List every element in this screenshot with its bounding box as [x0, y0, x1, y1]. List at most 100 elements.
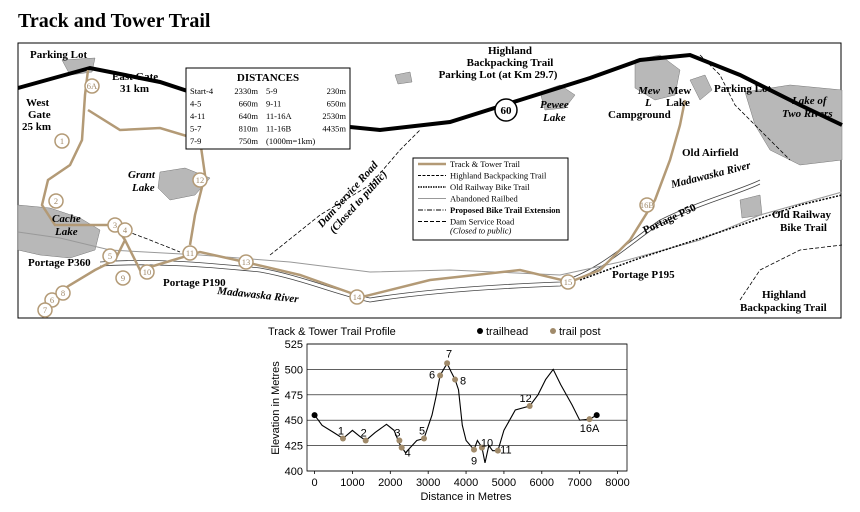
highway-number: 60 [501, 105, 513, 117]
map-label: Lake of [791, 95, 828, 107]
map-label: Mew [637, 85, 661, 97]
legend-label: Track & Tower Trail [450, 159, 521, 169]
x-tick-label: 6000 [530, 477, 554, 489]
trail-post-label: 11 [500, 445, 511, 457]
map-label: Campground [608, 109, 671, 121]
old-railway-bike-trail [579, 194, 843, 281]
trail-post-marker [362, 437, 369, 444]
distance-cell: (1000m=1km) [266, 136, 315, 146]
trail-post-label: 4 [123, 225, 128, 235]
trail-post-label: 14 [353, 292, 362, 302]
trail-post-marker [117, 222, 133, 238]
trail-post-label: 6 [429, 369, 435, 381]
map-label: Backpacking Trail [467, 57, 554, 69]
map-label: 25 km [22, 121, 51, 133]
map-label: Lake [131, 182, 155, 194]
trail-post-label: 16B [640, 200, 655, 210]
legend-label: Dam Service Road [450, 217, 515, 227]
trail-post-label: 11 [186, 248, 194, 258]
trail-post-label: 6A [87, 81, 98, 91]
trail-post-label: 1 [338, 425, 344, 437]
y-tick-label: 400 [285, 466, 303, 478]
trail-post-label: 12 [520, 393, 532, 405]
legend-label: Abandoned Railbed [450, 194, 518, 204]
trailhead-marker [311, 412, 318, 419]
distance-cell: 660m [239, 99, 259, 109]
distance-cell: 810m [239, 124, 259, 134]
trail-post-label: 6 [50, 295, 54, 305]
map-label: Parking Lot (at Km 29.7) [439, 69, 558, 81]
map-label: Gate [28, 109, 51, 121]
trail-post-marker [471, 446, 478, 453]
trail-post-marker [396, 437, 403, 444]
x-tick-label: 5000 [492, 477, 516, 489]
map-label: Portage P360 [28, 257, 91, 269]
map-label: L [644, 97, 652, 109]
map-label: Mew [668, 85, 691, 97]
distance-cell: 2330m [234, 86, 258, 96]
plot-area [306, 343, 628, 472]
map-label: West [26, 97, 50, 109]
x-tick-label: 3000 [416, 477, 440, 489]
distance-cell: 4-11 [190, 111, 205, 121]
map-label: Old Airfield [682, 147, 739, 159]
distance-cell: 5-7 [190, 124, 201, 134]
map-label: Lake [542, 112, 566, 124]
legend-marker [550, 328, 556, 334]
x-tick-label: 8000 [605, 477, 629, 489]
trail-post-label: 7 [43, 305, 47, 315]
rivers [99, 179, 761, 303]
map: 60 Parking Lot East Gate 31 km West Gate… [17, 42, 843, 319]
distance-cell: 230m [327, 86, 347, 96]
chart-title: Track & Tower Trail Profile [268, 326, 396, 338]
distance-cell: 7-9 [190, 136, 201, 146]
x-tick-label: 0 [312, 477, 318, 489]
distance-cell: 2530m [322, 111, 346, 121]
distance-cell: 650m [327, 99, 347, 109]
trail-post-label: 9 [121, 273, 125, 283]
trail-post-marker [526, 402, 533, 409]
distance-cell: Start-4 [190, 86, 214, 96]
map-label: Portage P190 [163, 277, 226, 289]
distance-cell: 5-9 [266, 86, 277, 96]
map-label: 31 km [120, 83, 149, 95]
trail-post-marker [192, 172, 208, 188]
map-label: Backpacking Trail [740, 302, 827, 314]
trail-post-marker [339, 435, 346, 442]
map-label: Lake [54, 226, 78, 238]
trail-post-marker [102, 248, 118, 264]
trail-post-label: 10 [143, 267, 152, 277]
trail-post-marker [349, 289, 365, 305]
legend-label: Old Railway Bike Trail [450, 182, 530, 192]
distances-title: DISTANCES [237, 72, 299, 84]
page-title: Track and Tower Trail [18, 10, 211, 32]
map-label: Highland [488, 45, 532, 57]
highway-shield [494, 98, 518, 122]
trail-post-marker [238, 254, 254, 270]
map-label: Two Rivers [782, 108, 833, 120]
trail-post-marker [54, 133, 70, 149]
map-label: Highland [762, 289, 806, 301]
trail-post-marker [37, 302, 53, 318]
trail-post-marker [452, 376, 459, 383]
trail-post-marker [560, 274, 576, 290]
trail-post-marker [48, 193, 64, 209]
map-label: East Gate [112, 71, 158, 83]
highway-60 [17, 52, 843, 133]
trail-post-marker [586, 416, 593, 423]
x-tick-label: 1000 [340, 477, 364, 489]
y-tick-label: 500 [285, 364, 303, 376]
legend-label: trailhead [486, 326, 528, 338]
trail-post-label: 4 [405, 448, 411, 460]
trail-post-label: 3 [394, 428, 400, 440]
trail-post-marker [182, 245, 198, 261]
trail-post-label: 8 [61, 288, 65, 298]
x-axis-label: Distance in Metres [420, 491, 512, 503]
legend-label: Proposed Bike Trail Extension [450, 205, 561, 215]
legend-label: trail post [559, 326, 601, 338]
map-label: Parking Lot [30, 49, 87, 61]
map-label: Lake [666, 97, 690, 109]
trail-post-marker [639, 197, 655, 213]
y-tick-label: 525 [285, 339, 303, 351]
trail-post-label: 16A [580, 423, 600, 435]
